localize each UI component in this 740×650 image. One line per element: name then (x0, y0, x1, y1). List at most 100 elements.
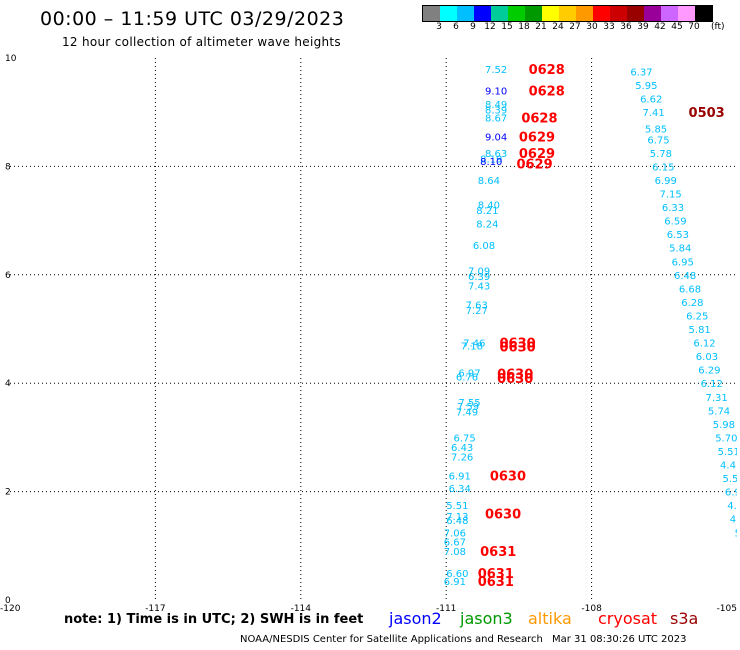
pass-time-label: 0631 (480, 545, 516, 560)
wave-height-label: 6.62 (640, 95, 662, 106)
legend-label: 18 (518, 22, 530, 32)
pass-time-label: 0628 (529, 85, 565, 100)
wave-height-label: 6.39 (468, 272, 490, 283)
map-title: 00:00 – 11:59 UTC 03/29/2023 (40, 8, 345, 30)
pass-time-label: 0503 (689, 106, 725, 121)
pass-time-label: 0631 (478, 575, 514, 590)
wave-height-label: 8.39 (485, 105, 507, 116)
wave-height-label: 7.59 (457, 402, 479, 413)
x-tick-label: -117 (145, 604, 165, 614)
wave-height-label: 7.52 (485, 65, 507, 76)
wave-height-label: 5.51 (718, 447, 740, 458)
pass-time-label: 0631 (478, 567, 514, 582)
wave-height-label: 6.95 (672, 257, 694, 268)
legend-label: 27 (569, 22, 581, 32)
wave-height-label: 6.43 (451, 443, 473, 454)
legend-label: 33 (603, 22, 615, 32)
pass-time-label: 0628 (521, 112, 557, 127)
wave-height-label: 8.49 (485, 100, 507, 111)
wave-height-label: 4.27 (730, 515, 740, 526)
wave-height-label: 6.33 (662, 203, 684, 214)
legend-label: 30 (586, 22, 598, 32)
pass-time-label: 0630 (500, 340, 536, 355)
wave-height-label: 6.91 (444, 577, 466, 588)
wave-height-label: 6.76 (456, 373, 478, 384)
pass-time-label: 0630 (485, 507, 521, 522)
legend-swatch (610, 6, 627, 21)
legend-swatch (491, 6, 508, 21)
wave-height-label: 8.40 (478, 200, 500, 211)
x-tick-label: -111 (436, 604, 456, 614)
wave-height-label: 6.28 (681, 298, 703, 309)
satellite-label-altika: altika (528, 609, 572, 628)
wave-height-label: 6.59 (664, 217, 686, 228)
wave-height-label: 6.08 (473, 241, 495, 252)
legend-label: 21 (535, 22, 547, 32)
wave-height-label: 6.67 (444, 537, 466, 548)
y-tick-label: 2 (5, 488, 11, 498)
legend-swatch (508, 6, 525, 21)
wave-height-label: 8.64 (478, 176, 500, 187)
wave-height-label: 8.24 (476, 219, 498, 230)
wave-height-label: 6.99 (655, 176, 677, 187)
wave-height-label: 6.34 (449, 484, 471, 495)
y-tick-label: 4 (5, 379, 11, 389)
legend-swatch (627, 6, 644, 21)
wave-height-label: 7.43 (468, 282, 490, 293)
x-tick-label: -120 (0, 604, 21, 614)
wave-height-label: 5.81 (689, 325, 711, 336)
wave-height-label: 7.06 (444, 528, 466, 539)
wave-height-label: 8.10 (480, 157, 502, 168)
legend-swatch (661, 6, 678, 21)
wave-height-label: 5.85 (645, 124, 667, 135)
wave-height-label: 5.84 (669, 244, 691, 255)
wave-height-label: 9.04 (485, 133, 507, 144)
color-legend (422, 5, 713, 22)
wave-height-label: 5.78 (650, 149, 672, 160)
pass-time-label: 0629 (516, 158, 552, 173)
wave-height-label: 7.18 (461, 341, 483, 352)
wave-height-label: 6.03 (696, 352, 718, 363)
y-tick-label: 0 (5, 596, 11, 606)
wave-height-label: 7.09 (468, 266, 490, 277)
generated-timestamp: Mar 31 08:30:26 UTC 2023 (552, 634, 687, 645)
wave-height-label: 4.41 (720, 461, 740, 472)
pass-time-label: 0630 (500, 337, 536, 352)
legend-label: 24 (552, 22, 564, 32)
wave-height-label: 8.19 (480, 154, 502, 165)
wave-label-group: 7.52 9.10 8.498.398.67 9.04 8.638.198.10 8.64… (444, 63, 740, 590)
wave-height-label: 6.25 (686, 311, 708, 322)
pass-time-label: 0629 (519, 147, 555, 162)
legend-label: 45 (671, 22, 683, 32)
y-tick-label: 6 (5, 271, 11, 281)
legend-swatch (525, 6, 542, 21)
wave-height-label: 6.99 (725, 488, 740, 499)
legend-swatch (474, 6, 491, 21)
wave-height-label: 6.68 (679, 284, 701, 295)
credit-line: NOAA/NESDIS Center for Satellite Applica… (240, 634, 543, 645)
wave-height-label: 6.48 (674, 271, 696, 282)
wave-height-label: 7.49 (456, 407, 478, 418)
y-tick-label: 10 (5, 54, 17, 64)
wave-height-label: 5.51 (446, 501, 468, 512)
wave-height-label: 5.74 (708, 406, 730, 417)
pass-time-label: 0628 (529, 63, 565, 78)
wave-height-label: 8.63 (485, 149, 507, 160)
wave-height-label: 7.27 (466, 306, 488, 317)
wave-height-label: 6.48 (446, 516, 468, 527)
wave-height-label: 7.13 (446, 512, 468, 523)
footer-note: note: 1) Time is in UTC; 2) SWH is in fe… (64, 612, 364, 627)
wave-height-label: 6.97 (458, 368, 480, 379)
legend-label: 3 (436, 22, 442, 32)
wave-height-label: 7.63 (466, 301, 488, 312)
x-tick-label: -105 (717, 604, 737, 614)
pass-time-label: 0630 (497, 372, 533, 387)
x-tick-label: -108 (581, 604, 602, 614)
legend-label: 42 (654, 22, 666, 32)
wave-height-label: 7.41 (642, 108, 664, 119)
pass-time-label: 0630 (497, 367, 533, 382)
wave-height-label: 7.26 (451, 452, 473, 463)
legend-label: 39 (637, 22, 649, 32)
legend-swatch (440, 6, 457, 21)
